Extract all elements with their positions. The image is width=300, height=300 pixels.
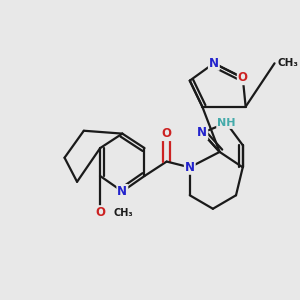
Text: O: O [238, 71, 248, 84]
Text: O: O [162, 127, 172, 140]
Text: NH: NH [217, 118, 236, 128]
Text: N: N [209, 57, 219, 70]
Text: N: N [185, 161, 195, 174]
Text: CH₃: CH₃ [113, 208, 133, 218]
Text: CH₃: CH₃ [278, 58, 298, 68]
Text: N: N [117, 185, 127, 198]
Text: O: O [95, 206, 105, 219]
Text: N: N [197, 126, 207, 139]
